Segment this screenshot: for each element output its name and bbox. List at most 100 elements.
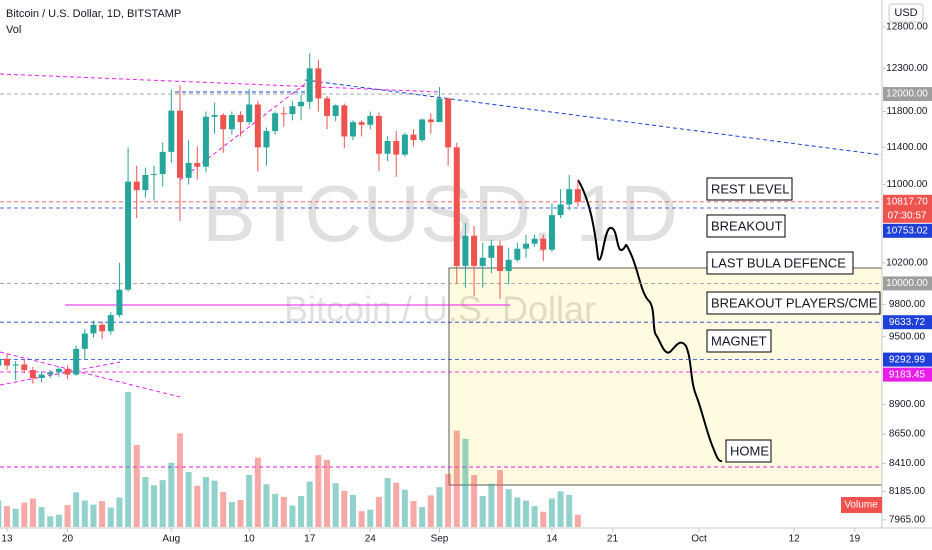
- y-tick-label: 8900.00: [889, 399, 926, 410]
- volume-bar: [384, 478, 391, 527]
- price-tag: 12000.00: [886, 89, 928, 100]
- volume-bar: [263, 484, 270, 527]
- candle-body: [514, 248, 521, 260]
- candle-body: [237, 115, 244, 123]
- volume-bar: [73, 492, 80, 527]
- candle-body: [332, 105, 339, 116]
- candle-body: [168, 110, 175, 152]
- price-tag: 9183.45: [889, 369, 926, 380]
- candle-body: [133, 181, 140, 191]
- annotation: HOME: [730, 443, 769, 458]
- volume-bar: [358, 511, 365, 527]
- watermark: BTCUSD, 1D: [202, 169, 678, 258]
- volume-bar: [12, 508, 19, 527]
- volume-bar: [522, 500, 529, 527]
- volume-bar: [393, 482, 400, 527]
- x-tick-label: 12: [789, 534, 801, 545]
- annotation: MAGNET: [711, 333, 767, 348]
- candle-body: [324, 98, 331, 116]
- currency-box[interactable]: [888, 3, 924, 23]
- volume-bar: [419, 507, 426, 527]
- y-tick-label: 8650.00: [889, 429, 926, 440]
- watermark-subtitle: Bitcoin / U.S. Dollar: [284, 289, 596, 330]
- x-tick-label: 14: [546, 534, 558, 545]
- x-tick-label: Aug: [162, 534, 180, 545]
- candle-body: [557, 204, 564, 216]
- candle-body: [341, 105, 348, 137]
- candle-body: [211, 115, 218, 117]
- candle-body: [55, 368, 62, 373]
- candle-body: [349, 122, 356, 137]
- annotation-box: [706, 251, 854, 275]
- volume-bar: [125, 392, 132, 527]
- x-tick-label: Oct: [691, 534, 707, 545]
- volume-bar: [220, 491, 227, 527]
- projection-path: [577, 179, 723, 463]
- candle-body: [306, 68, 313, 102]
- candle-body: [272, 113, 279, 132]
- candle-body: [358, 122, 365, 125]
- candle-body: [116, 289, 123, 316]
- candle-body: [125, 181, 132, 290]
- y-tick-label: 10200.00: [886, 258, 928, 269]
- volume-bar: [453, 430, 460, 527]
- volume-bar: [436, 487, 443, 527]
- candle-body: [151, 174, 158, 176]
- candle-body: [479, 257, 486, 266]
- candle-body: [159, 151, 166, 175]
- y-tick-label: 8185.00: [889, 486, 926, 497]
- volume-bar: [246, 475, 253, 527]
- volume-bar: [99, 501, 106, 527]
- volume-bar: [298, 495, 305, 527]
- candle-body: [107, 315, 114, 332]
- volume-bar: [0, 500, 2, 527]
- candle-body: [246, 104, 253, 123]
- candle-body: [0, 358, 2, 366]
- candle-body: [531, 238, 538, 244]
- candle-body: [64, 368, 71, 375]
- x-tick-label: 13: [1, 534, 13, 545]
- volume-bar: [349, 494, 356, 527]
- candle-body: [419, 119, 426, 141]
- volume-bar: [185, 471, 192, 527]
- volume-bar: [488, 483, 495, 527]
- volume-bar: [38, 507, 45, 527]
- candle-body: [176, 110, 183, 178]
- volume-bar: [159, 480, 166, 527]
- volume-bar: [497, 469, 504, 527]
- volume-tag: Volume: [844, 500, 878, 511]
- volume-bar: [116, 497, 123, 527]
- candle-body: [401, 134, 408, 155]
- volume-bar: [64, 505, 71, 527]
- candle-body: [12, 364, 19, 366]
- candle-body: [445, 98, 452, 148]
- volume-bar: [21, 502, 28, 527]
- volume-tag-bg: [841, 497, 882, 513]
- candle-body: [81, 333, 88, 349]
- candle-body: [427, 119, 434, 123]
- annotation-box: [725, 439, 772, 463]
- volume-bar: [548, 498, 555, 527]
- candle-body: [38, 374, 45, 378]
- volume-bar: [462, 438, 469, 527]
- candle-body: [393, 140, 400, 155]
- price-tag-bg: [883, 87, 932, 102]
- volume-bar: [47, 516, 54, 527]
- candle-body: [202, 116, 209, 167]
- volume-bar: [202, 477, 209, 527]
- candle-body: [289, 106, 296, 115]
- volume-bar: [557, 491, 564, 527]
- trendline: [0, 73, 441, 93]
- chart-title: Bitcoin / U.S. Dollar, 1D, BITSTAMP: [6, 8, 181, 20]
- volume-bar: [471, 475, 478, 527]
- volume-bar: [540, 511, 547, 527]
- candle-body: [462, 235, 469, 266]
- volume-bar: [505, 489, 512, 527]
- candle-body: [142, 175, 149, 191]
- volume-bar: [90, 504, 97, 527]
- volume-bar: [479, 495, 486, 527]
- volume-bar: [176, 433, 183, 527]
- candle-body: [315, 68, 322, 99]
- trendline: [0, 351, 181, 398]
